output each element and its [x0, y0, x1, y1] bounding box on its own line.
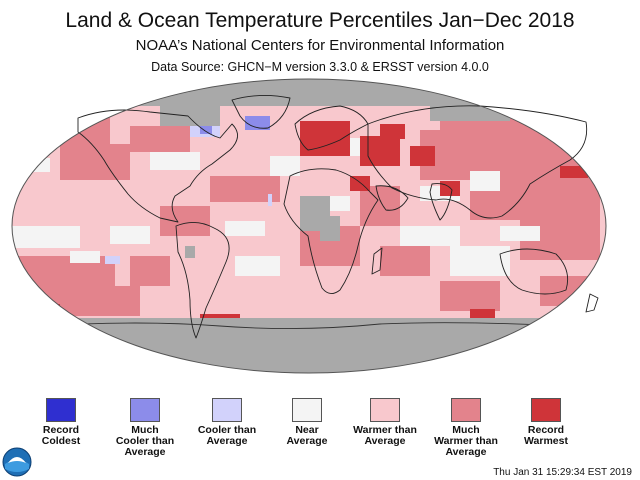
chart-title: Land & Ocean Temperature Percentiles Jan… — [65, 9, 575, 32]
legend-item-much-warmer: Much Warmer than Average — [421, 398, 511, 458]
legend-swatch-much-warmer — [451, 398, 481, 422]
timestamp: Thu Jan 31 15:29:34 EST 2019 — [493, 467, 632, 478]
world-temperature-map — [11, 78, 607, 374]
legend-label-much-cooler: Much Cooler than Average — [115, 424, 175, 458]
legend-item-near-average: Near Average — [262, 398, 352, 447]
greenland-outline — [231, 95, 291, 129]
legend-label-record-coldest: Record Coldest — [41, 424, 81, 447]
globe-outline — [11, 78, 607, 374]
legend-item-cooler: Cooler than Average — [182, 398, 272, 447]
legend-item-warmer: Warmer than Average — [340, 398, 430, 447]
india-outline — [429, 183, 453, 221]
legend-swatch-warmer — [370, 398, 400, 422]
antarctica-coast — [39, 322, 601, 330]
legend-label-near-average: Near Average — [286, 424, 328, 447]
chart-subtitle: NOAA’s National Centers for Environmenta… — [135, 37, 505, 54]
north-america-outline — [77, 109, 238, 223]
noaa-logo-icon — [2, 447, 32, 477]
legend-label-record-warmest: Record Warmest — [524, 424, 568, 447]
legend-label-cooler: Cooler than Average — [197, 424, 257, 447]
legend-swatch-near-average — [292, 398, 322, 422]
legend-item-record-coldest: Record Coldest — [16, 398, 106, 447]
australia-outline — [499, 248, 569, 295]
europe-outline — [294, 105, 369, 151]
arabia-outline — [375, 185, 409, 211]
south-america-outline — [175, 222, 230, 339]
continent-outlines — [77, 95, 599, 339]
legend-swatch-record-warmest — [531, 398, 561, 422]
new-zealand-outline — [585, 293, 599, 313]
madagascar-outline — [371, 247, 383, 275]
legend-label-much-warmer: Much Warmer than Average — [434, 424, 498, 458]
legend-item-much-cooler: Much Cooler than Average — [100, 398, 190, 458]
legend-swatch-much-cooler — [130, 398, 160, 422]
africa-outline — [283, 168, 379, 294]
asia-outline — [367, 105, 588, 219]
legend-item-record-warmest: Record Warmest — [501, 398, 591, 447]
data-source-note: Data Source: GHCN−M version 3.3.0 & ERSS… — [151, 60, 489, 74]
legend-label-warmer: Warmer than Average — [353, 424, 417, 447]
much-cooler-regions — [200, 116, 270, 134]
legend-swatch-cooler — [212, 398, 242, 422]
legend-swatch-record-coldest — [46, 398, 76, 422]
